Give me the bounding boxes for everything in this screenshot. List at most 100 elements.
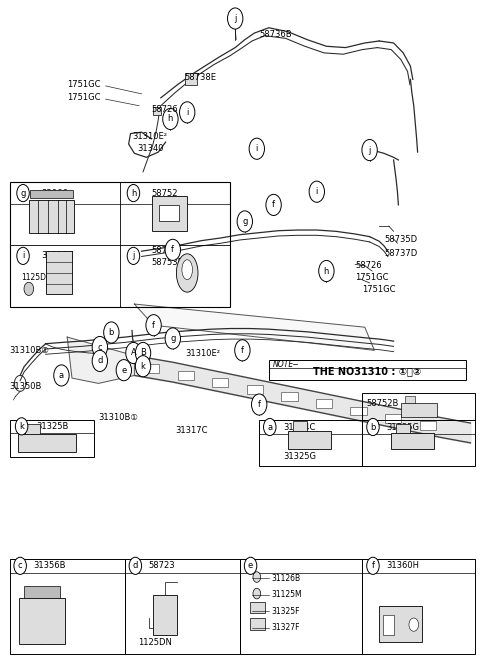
- Bar: [401, 403, 437, 417]
- Text: 31325F: 31325F: [271, 607, 300, 616]
- Text: 33066: 33066: [41, 188, 68, 198]
- Text: k: k: [19, 422, 24, 431]
- Bar: [405, 396, 415, 403]
- Circle shape: [163, 108, 178, 130]
- Circle shape: [135, 342, 151, 364]
- Circle shape: [54, 365, 69, 386]
- Circle shape: [266, 194, 281, 215]
- Bar: [125, 559, 240, 654]
- Text: j: j: [234, 14, 236, 23]
- Text: 1125DN: 1125DN: [138, 638, 172, 647]
- Bar: [24, 586, 60, 598]
- Bar: [240, 559, 362, 654]
- Text: b: b: [108, 328, 114, 337]
- Text: 31350B: 31350B: [10, 382, 42, 391]
- Text: 31356B: 31356B: [34, 561, 66, 570]
- Circle shape: [180, 102, 195, 123]
- Bar: [250, 618, 265, 630]
- Text: d: d: [132, 561, 138, 570]
- Bar: [383, 615, 394, 635]
- Circle shape: [15, 418, 28, 435]
- Bar: [19, 598, 65, 644]
- Text: 31125M: 31125M: [271, 590, 302, 600]
- Bar: [10, 420, 94, 457]
- Bar: [362, 393, 475, 420]
- Circle shape: [14, 557, 26, 574]
- Text: 58726: 58726: [355, 261, 382, 270]
- Circle shape: [104, 322, 119, 343]
- Bar: [10, 182, 230, 307]
- Ellipse shape: [182, 260, 192, 280]
- Text: a: a: [267, 422, 272, 432]
- Text: NOTE─: NOTE─: [273, 360, 299, 369]
- Bar: [350, 407, 367, 416]
- Circle shape: [165, 328, 180, 349]
- Text: 1751GC: 1751GC: [67, 80, 101, 89]
- Text: 1751GC: 1751GC: [355, 273, 389, 282]
- Circle shape: [244, 557, 257, 574]
- Bar: [379, 606, 422, 642]
- Circle shape: [127, 247, 140, 264]
- Text: 58736B: 58736B: [259, 30, 292, 39]
- Bar: [18, 434, 76, 452]
- Text: h: h: [131, 188, 136, 198]
- Text: f: f: [152, 321, 155, 330]
- Circle shape: [92, 350, 108, 371]
- Bar: [212, 378, 228, 387]
- Circle shape: [126, 342, 141, 364]
- Text: f: f: [258, 400, 261, 409]
- Bar: [385, 414, 401, 422]
- Bar: [259, 420, 362, 466]
- Bar: [420, 421, 436, 430]
- Circle shape: [135, 356, 151, 377]
- Bar: [159, 205, 179, 221]
- Circle shape: [319, 260, 334, 282]
- Circle shape: [367, 418, 379, 436]
- Bar: [178, 371, 194, 380]
- Bar: [269, 360, 466, 380]
- Text: g: g: [20, 188, 26, 198]
- Text: 1751GC: 1751GC: [362, 285, 396, 294]
- Circle shape: [235, 340, 250, 361]
- Text: f: f: [272, 200, 275, 210]
- Circle shape: [253, 588, 261, 599]
- Circle shape: [309, 181, 324, 202]
- Text: c: c: [18, 561, 23, 570]
- Text: 31325G: 31325G: [283, 451, 316, 461]
- Circle shape: [146, 315, 161, 336]
- Circle shape: [92, 336, 108, 358]
- Bar: [250, 602, 265, 613]
- Text: B: B: [140, 348, 146, 358]
- Circle shape: [165, 239, 180, 260]
- FancyBboxPatch shape: [152, 196, 187, 231]
- Text: e: e: [248, 561, 253, 570]
- Text: 31327F: 31327F: [271, 623, 300, 633]
- Polygon shape: [134, 304, 374, 350]
- Bar: [30, 190, 73, 198]
- Text: 58726: 58726: [151, 105, 178, 114]
- Circle shape: [362, 139, 377, 161]
- Text: THE NO31310 : ①～②: THE NO31310 : ①～②: [313, 366, 421, 377]
- Text: 31360H: 31360H: [386, 561, 420, 570]
- Bar: [316, 399, 332, 408]
- Text: j: j: [132, 251, 134, 260]
- Bar: [25, 424, 40, 434]
- Circle shape: [17, 184, 29, 202]
- Bar: [396, 424, 410, 433]
- Bar: [362, 559, 475, 654]
- Text: 31325B: 31325B: [36, 422, 68, 431]
- Bar: [153, 107, 161, 115]
- Text: f: f: [171, 245, 174, 254]
- Text: k: k: [141, 362, 145, 371]
- Text: 58753E: 58753E: [151, 258, 183, 267]
- Text: d: d: [97, 356, 103, 366]
- Text: 58752B: 58752B: [366, 399, 398, 408]
- Circle shape: [409, 618, 419, 631]
- Text: 31310E²: 31310E²: [185, 349, 220, 358]
- Circle shape: [253, 572, 261, 582]
- Bar: [29, 200, 74, 233]
- Bar: [391, 433, 434, 449]
- Circle shape: [129, 557, 142, 574]
- Bar: [247, 385, 263, 394]
- Bar: [46, 251, 72, 294]
